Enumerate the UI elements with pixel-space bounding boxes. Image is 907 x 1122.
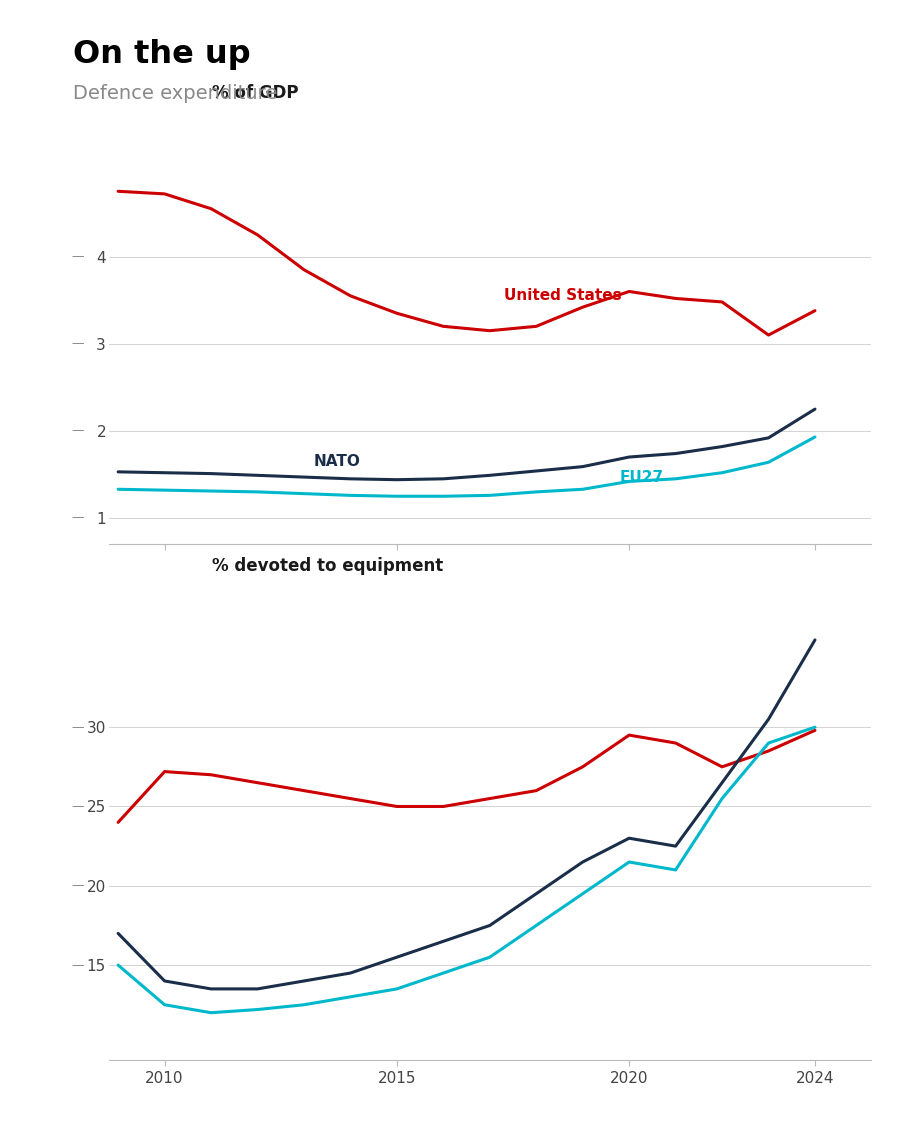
Text: EU27: EU27 (619, 470, 664, 485)
Text: —: — (72, 338, 83, 350)
Text: —: — (72, 800, 83, 813)
Text: NATO: NATO (313, 454, 360, 469)
Text: Defence expenditure: Defence expenditure (73, 84, 277, 103)
Text: United States: United States (503, 288, 621, 303)
Text: —: — (72, 512, 83, 524)
Text: —: — (72, 720, 83, 734)
Text: On the up: On the up (73, 39, 250, 71)
Text: —: — (72, 958, 83, 972)
Text: —: — (72, 424, 83, 438)
Text: —: — (72, 880, 83, 892)
Text: % devoted to equipment: % devoted to equipment (211, 557, 443, 574)
Text: —: — (72, 250, 83, 264)
Text: % of GDP: % of GDP (211, 84, 298, 102)
